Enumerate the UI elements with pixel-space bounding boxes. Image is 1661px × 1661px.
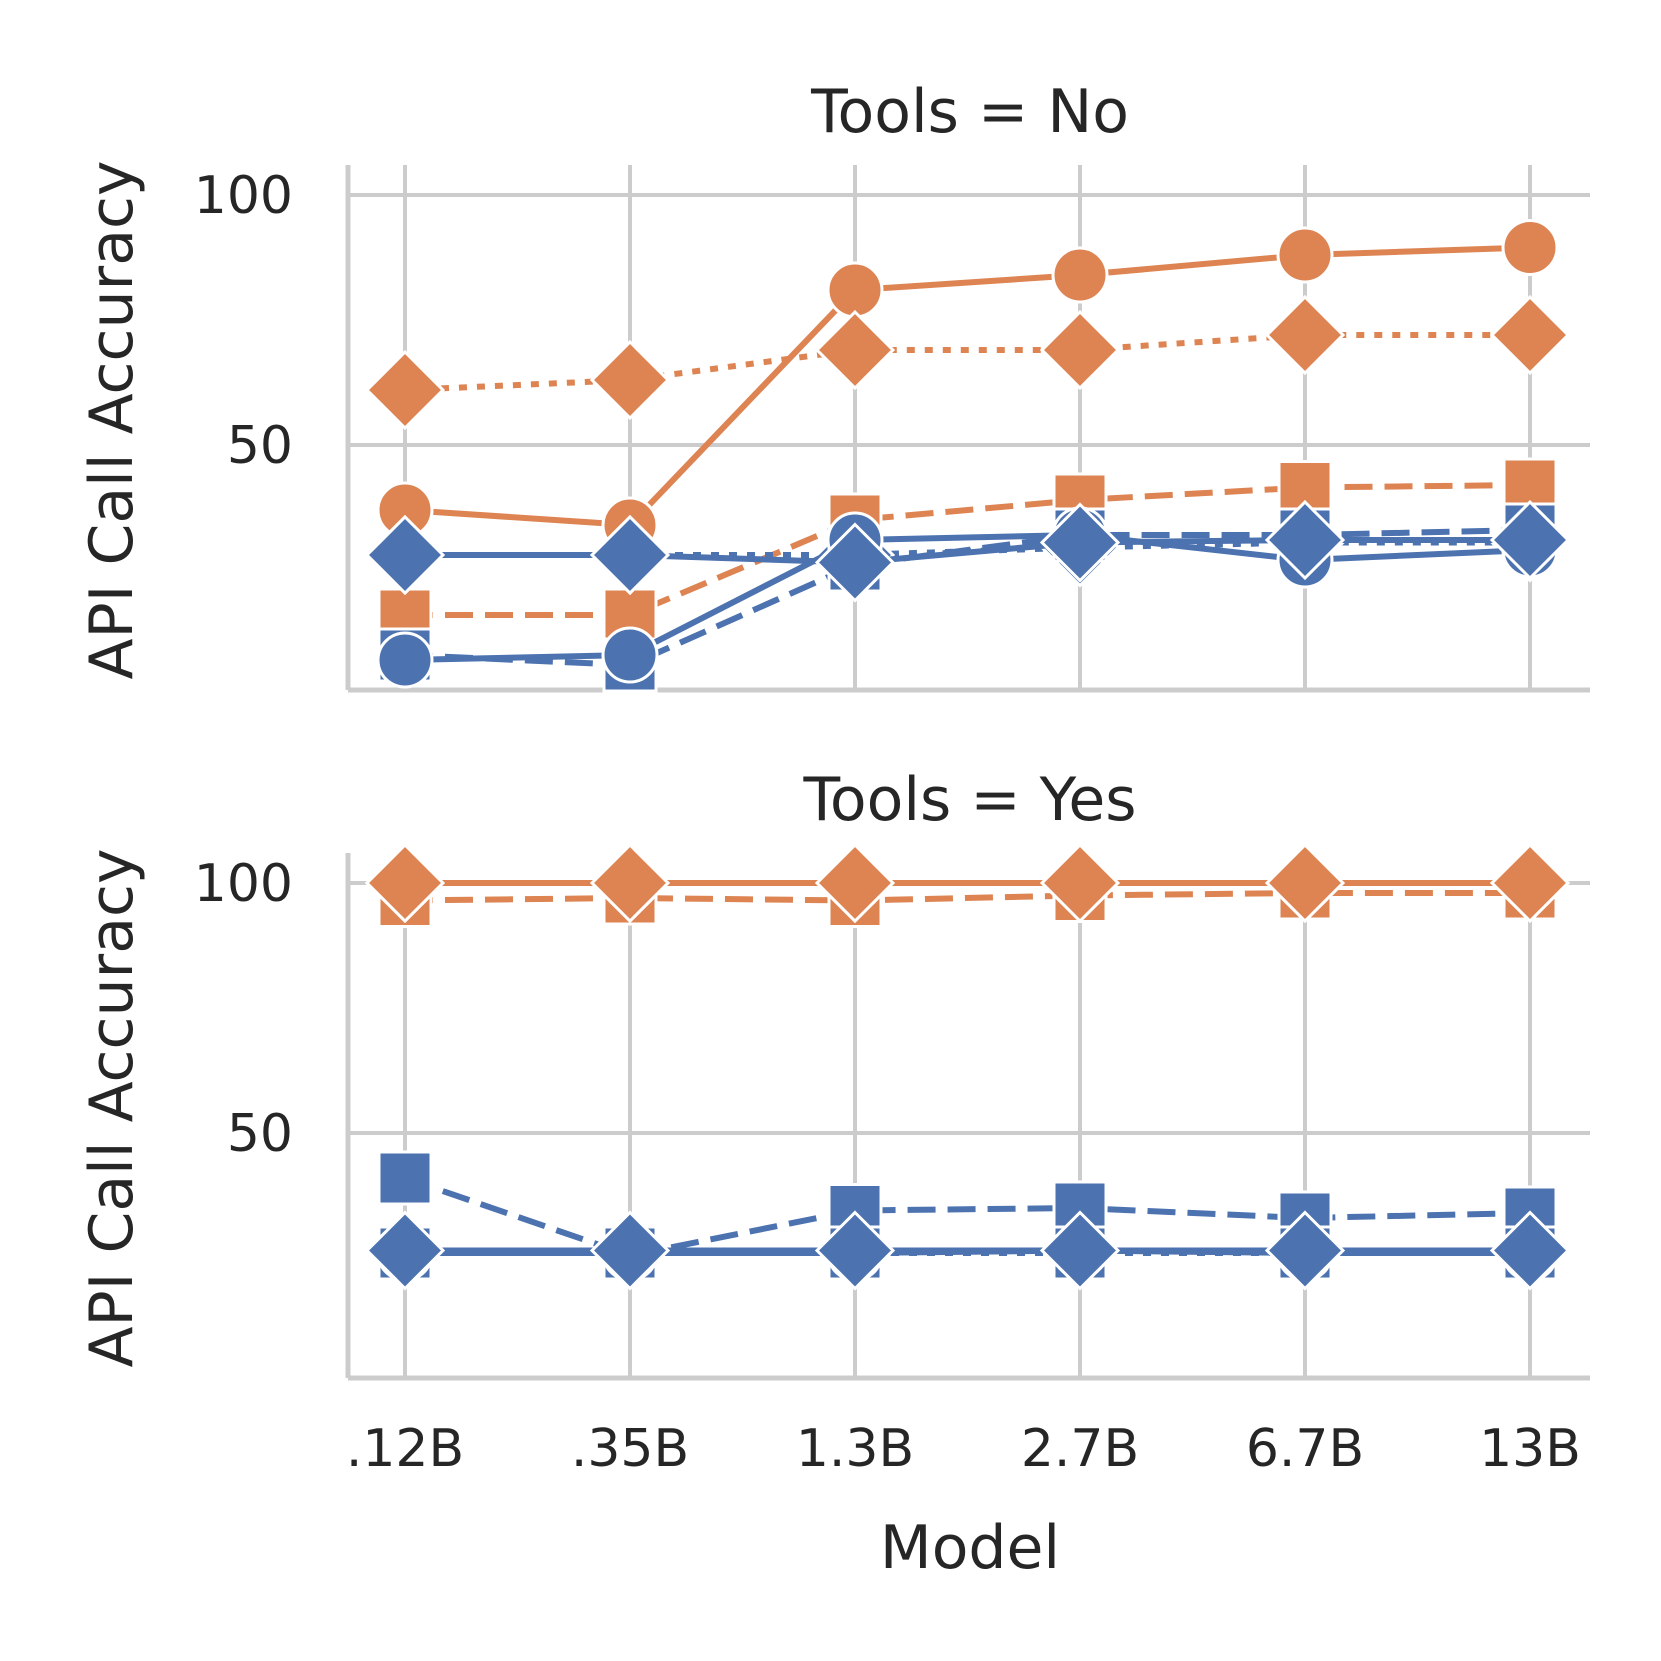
y-axis-label: API Call Accuracy bbox=[77, 161, 147, 680]
data-point-diamond bbox=[364, 1210, 446, 1291]
x-tick-label: 2.7B bbox=[1021, 1419, 1139, 1479]
series-line bbox=[404, 532, 1531, 663]
data-point-diamond bbox=[1264, 499, 1346, 581]
data-point-diamond bbox=[814, 309, 896, 391]
data-point-diamond bbox=[589, 1210, 671, 1291]
y-axis-label: API Call Accuracy bbox=[77, 849, 147, 1368]
x-tick-label: .35B bbox=[571, 1419, 689, 1479]
data-point-diamond bbox=[1489, 1210, 1571, 1291]
data-point-square bbox=[1277, 460, 1333, 515]
data-point-diamond bbox=[589, 514, 671, 596]
data-point-diamond bbox=[1489, 842, 1571, 924]
data-point-circle bbox=[1276, 226, 1334, 284]
data-point-circle bbox=[1501, 219, 1559, 276]
x-tick-label: 1.3B bbox=[796, 1419, 914, 1479]
series-4 bbox=[377, 502, 1558, 693]
data-point-diamond bbox=[814, 842, 896, 924]
series-line bbox=[404, 890, 1530, 904]
series-line bbox=[404, 1175, 1531, 1259]
data-point-circle bbox=[376, 631, 434, 689]
data-point-diamond bbox=[1264, 1210, 1346, 1291]
y-tick-label: 50 bbox=[227, 416, 293, 476]
y-tick-label: 100 bbox=[194, 166, 293, 226]
data-point-diamond bbox=[1039, 842, 1121, 924]
series-4 bbox=[377, 1150, 1558, 1283]
data-point-circle bbox=[826, 261, 884, 319]
series-line bbox=[404, 244, 1531, 528]
data-point-diamond bbox=[1489, 499, 1571, 581]
data-point-diamond bbox=[364, 349, 446, 431]
y-tick-label: 100 bbox=[194, 854, 293, 914]
data-point-square bbox=[377, 1150, 433, 1206]
data-point-diamond bbox=[589, 339, 671, 421]
series-line bbox=[404, 332, 1530, 393]
data-point-diamond bbox=[364, 514, 446, 596]
series-1 bbox=[364, 294, 1571, 431]
x-tick-label: 13B bbox=[1479, 1419, 1581, 1479]
data-point-diamond bbox=[1039, 1210, 1121, 1291]
data-point-diamond bbox=[1039, 309, 1121, 391]
data-point-circle bbox=[601, 626, 659, 684]
x-tick-label: .12B bbox=[346, 1419, 464, 1479]
panel-title: Tools = No bbox=[810, 77, 1129, 147]
data-point-diamond bbox=[814, 522, 896, 603]
data-point-diamond bbox=[1264, 294, 1346, 376]
panel-title: Tools = Yes bbox=[802, 765, 1136, 835]
series-0 bbox=[377, 865, 1558, 928]
x-tick-label: 6.7B bbox=[1246, 1419, 1364, 1479]
data-point-circle bbox=[1051, 246, 1109, 304]
series-6 bbox=[364, 499, 1571, 603]
panel-tools-yes: Tools = Yes API Call Accuracy Model 50 10… bbox=[77, 765, 1590, 1583]
data-point-diamond bbox=[1264, 842, 1346, 924]
series-7 bbox=[364, 1210, 1571, 1291]
series-line bbox=[405, 482, 1531, 618]
data-point-diamond bbox=[589, 842, 671, 924]
data-point-diamond bbox=[364, 842, 446, 924]
data-point-diamond bbox=[1039, 502, 1121, 583]
series-3 bbox=[364, 842, 1571, 924]
series-5 bbox=[376, 506, 1559, 689]
data-point-diamond bbox=[1489, 294, 1571, 376]
y-tick-label: 50 bbox=[227, 1104, 293, 1164]
panel-tools-no: Tools = No API Call Accuracy 50 100 bbox=[77, 77, 1590, 693]
gridlines bbox=[348, 165, 1590, 690]
x-axis-label: Model bbox=[880, 1513, 1060, 1583]
gridlines bbox=[348, 853, 1590, 1378]
data-point-diamond bbox=[814, 1210, 896, 1291]
